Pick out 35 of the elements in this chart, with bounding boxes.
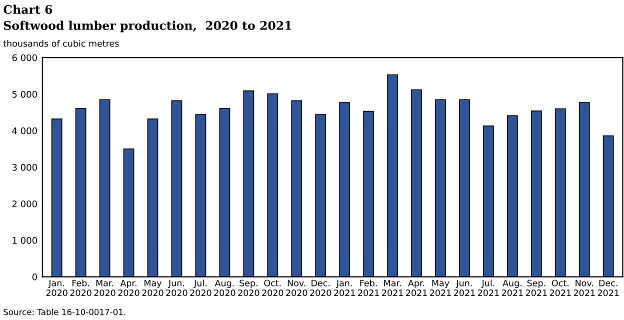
x-tick-label: Mar. 2021 (382, 280, 403, 296)
x-tick-label: Jun. 2020 (166, 280, 188, 296)
x-tick-label: Apr. 2021 (406, 280, 427, 296)
x-tick-label: Jul. 2021 (478, 280, 499, 296)
chart-subtitle: Softwood lumber production, 2020 to 2021 (4, 20, 292, 32)
chart-title: Chart 6 (4, 4, 52, 14)
y-tick-label: 0 (32, 274, 37, 280)
x-tick-label: Aug. 2021 (502, 280, 523, 296)
x-tick-label: Nov. 2020 (286, 280, 308, 296)
x-tick-label: May 2020 (142, 280, 164, 296)
x-tick-label: Feb. 2020 (70, 280, 92, 296)
x-tick-label: Sep. 2020 (238, 280, 260, 296)
y-axis-title: thousands of cubic metres (3, 40, 119, 47)
x-tick-label: Oct. 2021 (550, 280, 571, 296)
x-tick-label: Jan. 2020 (46, 280, 68, 296)
x-tick-label: Mar. 2020 (94, 280, 116, 296)
x-tick-label: Dec. 2021 (598, 280, 619, 296)
x-tick-label: Jan. 2021 (334, 280, 355, 296)
x-tick-label: Jul. 2020 (190, 280, 212, 296)
x-tick-label: Sep. 2021 (526, 280, 547, 296)
y-tick-label: 6 000 (12, 54, 37, 62)
source-note: Source: Table 16-10-0017-01. (4, 308, 126, 316)
x-tick-label: Aug. 2020 (214, 280, 236, 296)
x-tick-label: Dec. 2020 (310, 280, 332, 296)
x-tick-label: May 2021 (430, 280, 451, 296)
x-tick-label: Jun. 2021 (454, 280, 475, 296)
x-tick-label: Oct. 2020 (262, 280, 284, 296)
y-tick-label: 1 000 (12, 236, 37, 244)
x-tick-label: Nov. 2021 (574, 280, 595, 296)
y-tick-label: 2 000 (12, 200, 37, 208)
y-tick-label: 5 000 (12, 90, 37, 98)
y-tick-label: 4 000 (12, 127, 37, 134)
y-tick-label: 3 000 (12, 164, 37, 171)
x-tick-label: Feb. 2021 (358, 280, 379, 296)
x-tick-label: Apr. 2020 (118, 280, 140, 296)
